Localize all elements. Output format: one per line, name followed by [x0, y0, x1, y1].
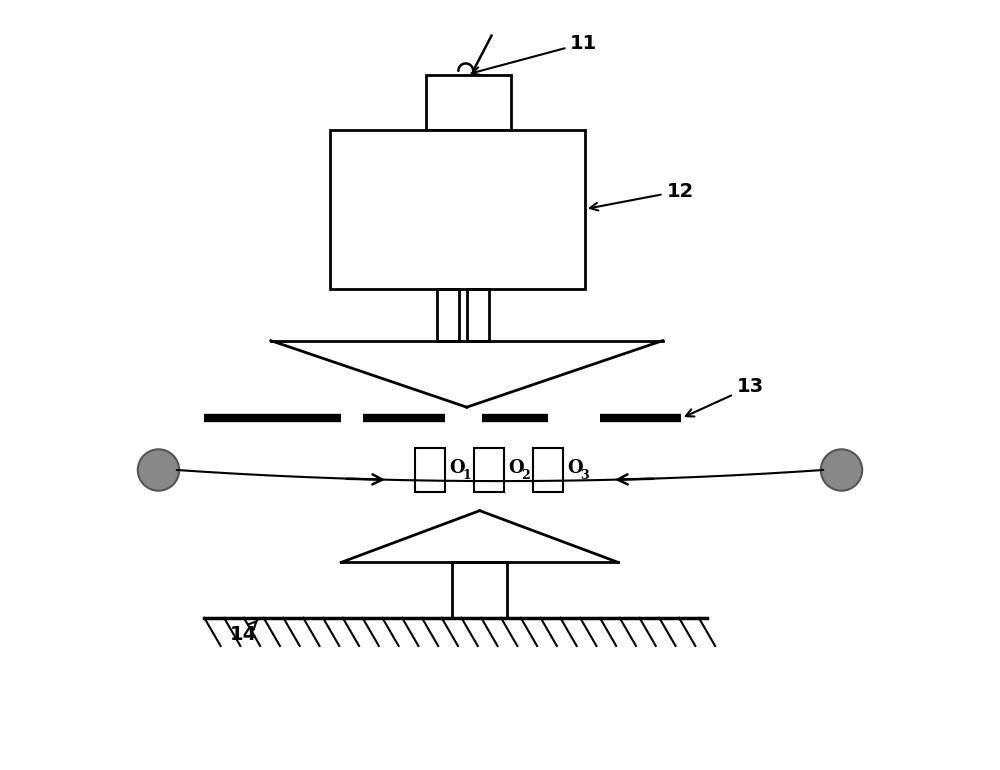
Text: 14: 14 — [230, 620, 257, 644]
Text: 12: 12 — [590, 182, 694, 210]
Text: 3: 3 — [581, 469, 589, 482]
Text: 2: 2 — [521, 469, 530, 482]
Circle shape — [138, 450, 179, 490]
Text: 1: 1 — [462, 469, 471, 482]
Text: O: O — [567, 459, 583, 477]
Text: 11: 11 — [472, 34, 597, 75]
Bar — [330, 130, 585, 289]
Text: O: O — [449, 459, 465, 477]
Bar — [415, 448, 445, 492]
Bar — [452, 562, 507, 618]
Text: O: O — [508, 459, 524, 477]
Text: 13: 13 — [686, 377, 764, 417]
Bar — [533, 448, 563, 492]
Bar — [426, 75, 511, 130]
Circle shape — [821, 450, 862, 490]
Bar — [474, 448, 504, 492]
